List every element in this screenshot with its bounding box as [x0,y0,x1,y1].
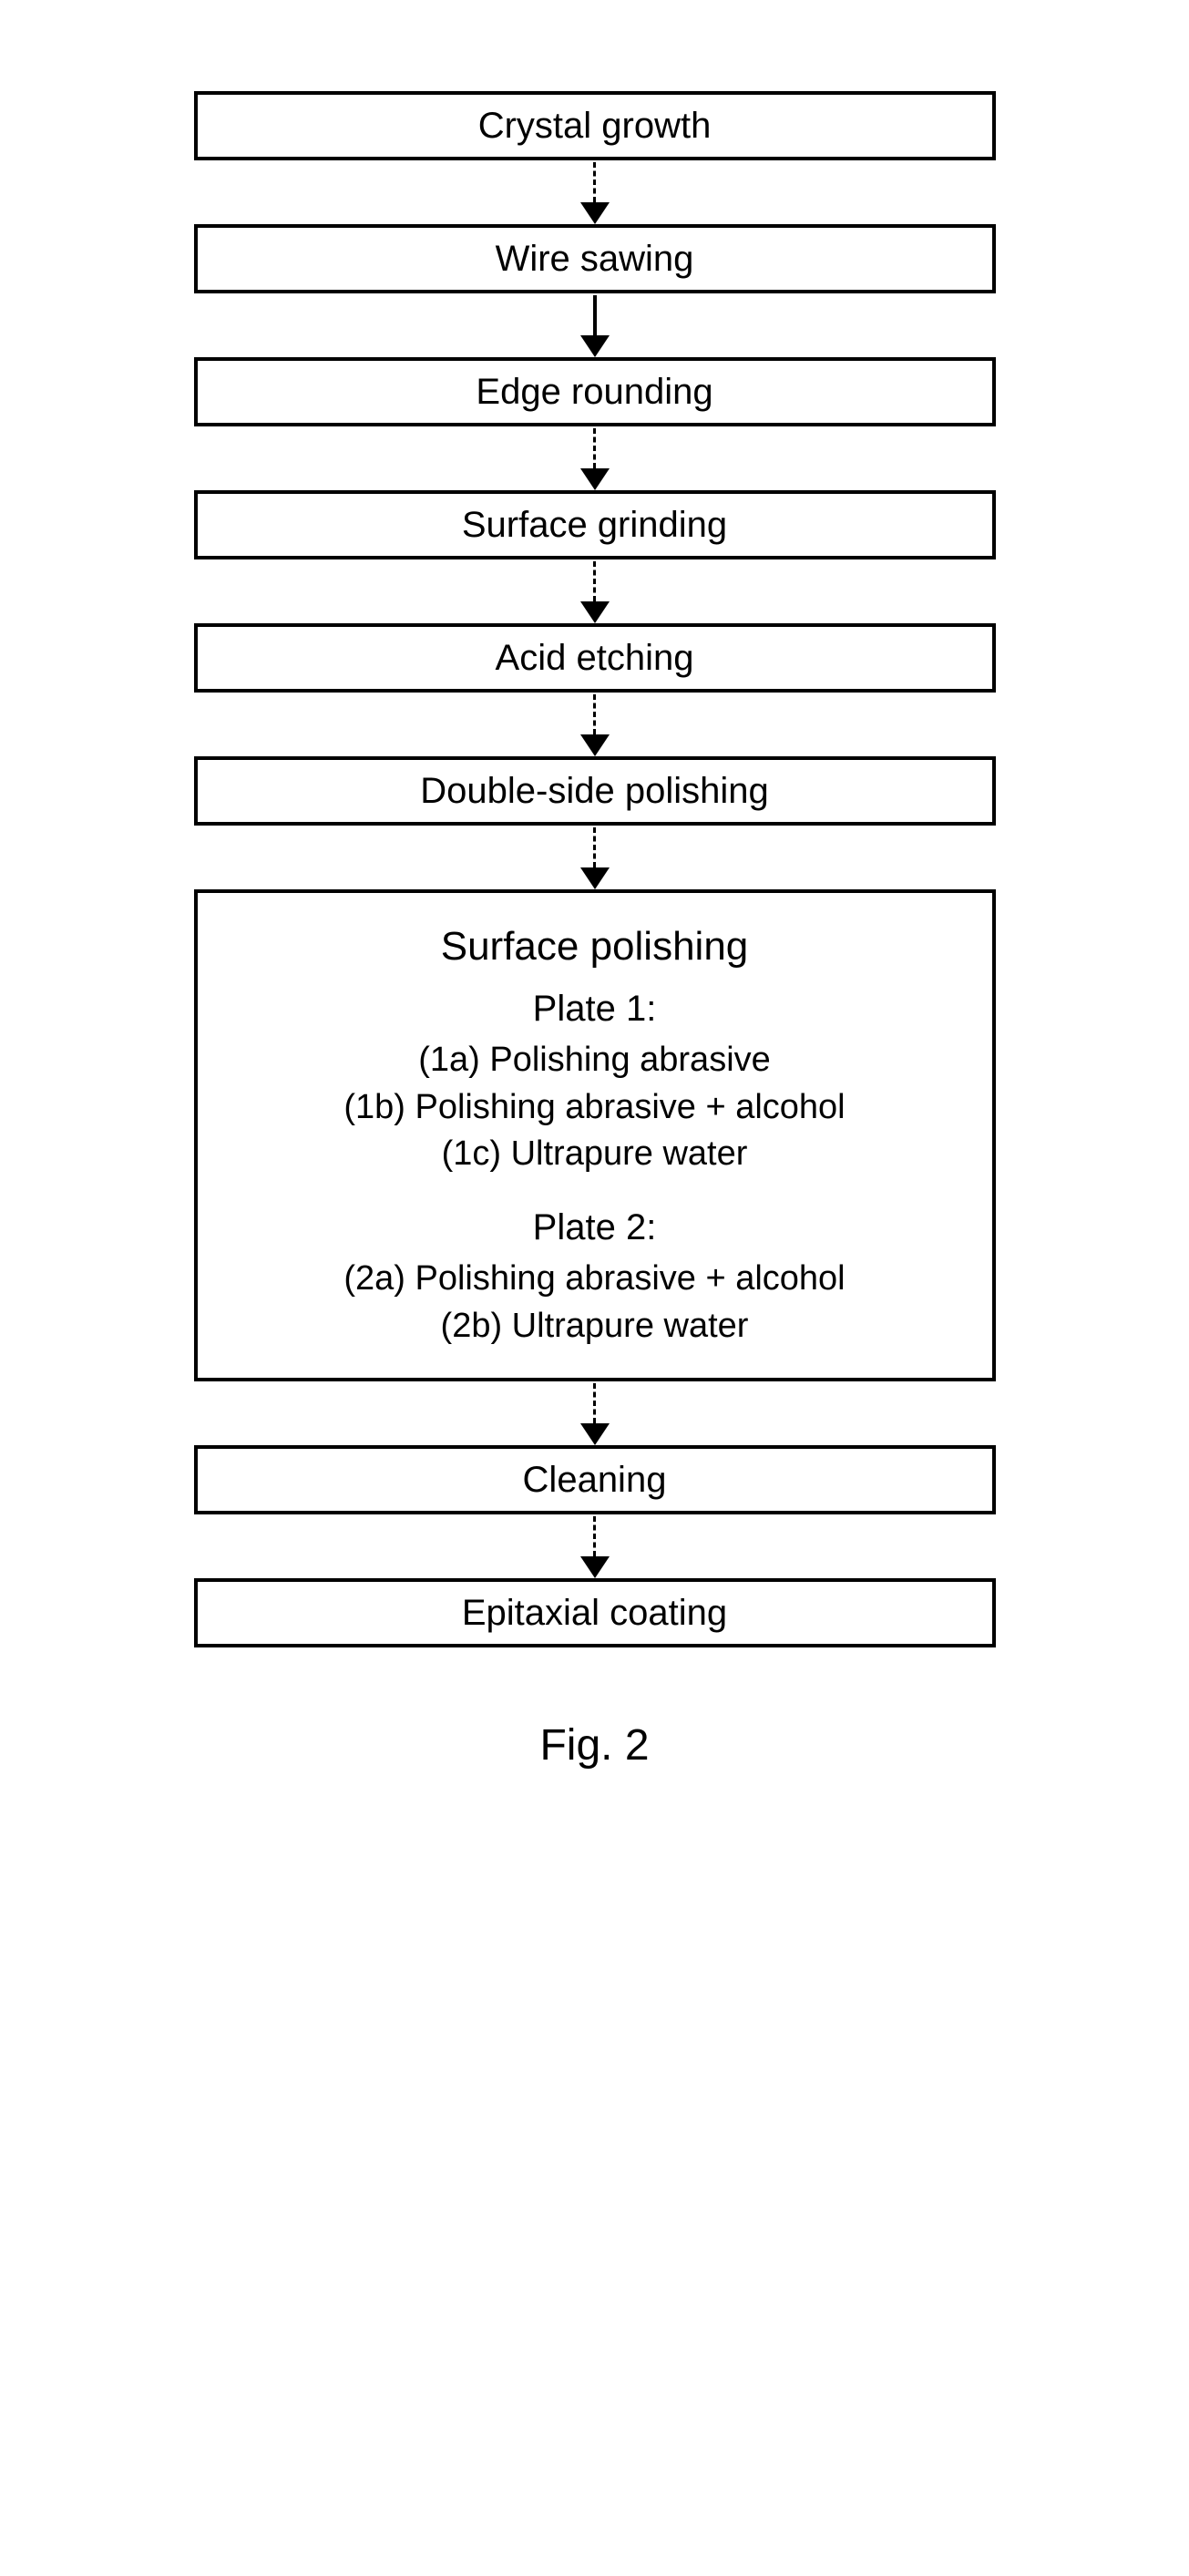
step-label: Epitaxial coating [462,1593,727,1633]
step-crystal-growth: Crystal growth [194,91,996,160]
flowchart-container: Crystal growth Wire sawing Edge rounding… [194,91,996,1647]
plate-2-line-a: (2a) Polishing abrasive + alcohol [216,1257,974,1301]
step-cleaning: Cleaning [194,1445,996,1514]
figure-label: Fig. 2 [539,1720,649,1770]
step-surface-polishing: Surface polishing Plate 1: (1a) Polishin… [194,889,996,1381]
arrow-head-icon [580,202,610,224]
step-label: Cleaning [523,1460,667,1500]
plate-1-line-b: (1b) Polishing abrasive + alcohol [216,1085,974,1130]
step-label: Crystal growth [478,106,712,146]
arrow-2 [580,293,610,357]
arrow-line [593,694,596,734]
arrow-line [593,1383,596,1423]
arrow-5 [580,693,610,756]
arrow-head-icon [580,601,610,623]
arrow-3 [580,426,610,490]
arrow-line [593,295,597,335]
arrow-head-icon [580,335,610,357]
arrow-head-icon [580,468,610,490]
step-label: Double-side polishing [420,771,768,811]
arrow-line [593,162,596,202]
step-double-side-polishing: Double-side polishing [194,756,996,826]
arrow-head-icon [580,734,610,756]
arrow-line [593,827,596,867]
arrow-7 [580,1381,610,1445]
plate-1-line-a: (1a) Polishing abrasive [216,1038,974,1083]
step-wire-sawing: Wire sawing [194,224,996,293]
step-label: Surface grinding [462,505,727,545]
arrow-head-icon [580,1423,610,1445]
arrow-line [593,1516,596,1556]
plate-2-line-b: (2b) Ultrapure water [216,1304,974,1349]
arrow-4 [580,559,610,623]
arrow-head-icon [580,867,610,889]
arrow-line [593,428,596,468]
step-epitaxial-coating: Epitaxial coating [194,1578,996,1647]
step-edge-rounding: Edge rounding [194,357,996,426]
step-acid-etching: Acid etching [194,623,996,693]
arrow-head-icon [580,1556,610,1578]
arrow-1 [580,160,610,224]
step-label: Acid etching [496,638,694,678]
plate-1-subtitle: Plate 1: [216,985,974,1032]
step-label: Wire sawing [496,239,694,279]
plate-2-subtitle: Plate 2: [216,1204,974,1251]
step-title: Surface polishing [216,920,974,972]
step-label: Edge rounding [476,372,712,412]
step-surface-grinding: Surface grinding [194,490,996,559]
arrow-line [593,561,596,601]
arrow-8 [580,1514,610,1578]
arrow-6 [580,826,610,889]
plate-1-line-c: (1c) Ultrapure water [216,1132,974,1176]
